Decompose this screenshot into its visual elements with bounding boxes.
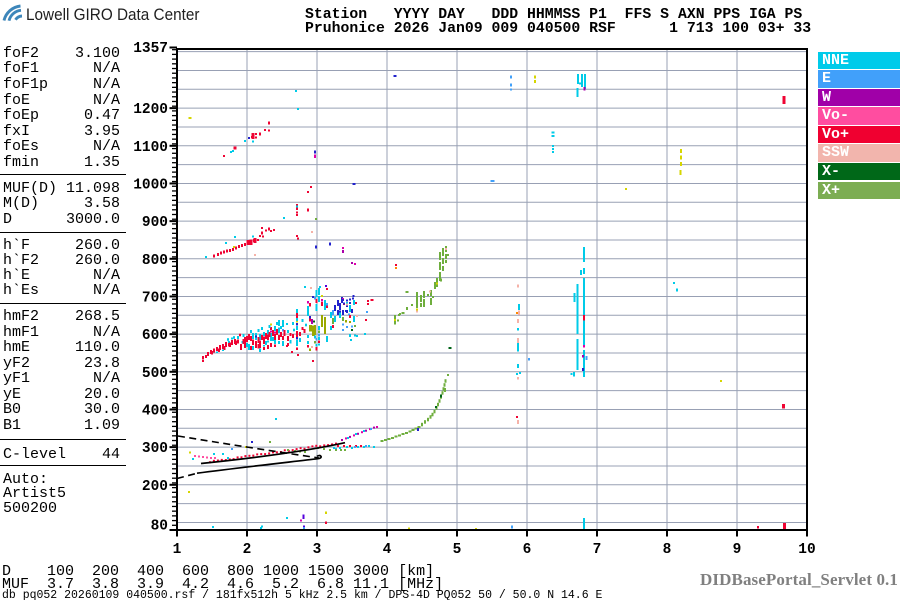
svg-text:800: 800 — [142, 253, 168, 269]
svg-text:2: 2 — [243, 542, 252, 558]
svg-text:4: 4 — [383, 542, 392, 558]
svg-text:1: 1 — [173, 542, 182, 558]
svg-text:6: 6 — [523, 542, 532, 558]
svg-text:8: 8 — [663, 542, 672, 558]
svg-text:3: 3 — [313, 542, 322, 558]
svg-text:200: 200 — [142, 479, 168, 495]
svg-text:80: 80 — [151, 519, 168, 535]
svg-text:9: 9 — [733, 542, 742, 558]
svg-text:7: 7 — [593, 542, 602, 558]
svg-text:900: 900 — [142, 215, 168, 231]
svg-text:400: 400 — [142, 403, 168, 419]
svg-text:5: 5 — [453, 542, 462, 558]
svg-text:500: 500 — [142, 366, 168, 382]
svg-text:600: 600 — [142, 328, 168, 344]
svg-text:1100: 1100 — [133, 140, 168, 156]
svg-text:1000: 1000 — [133, 177, 168, 193]
svg-text:1357: 1357 — [133, 41, 168, 57]
svg-text:10: 10 — [798, 542, 815, 558]
svg-text:300: 300 — [142, 441, 168, 457]
svg-text:1200: 1200 — [133, 102, 168, 118]
svg-text:700: 700 — [142, 290, 168, 306]
